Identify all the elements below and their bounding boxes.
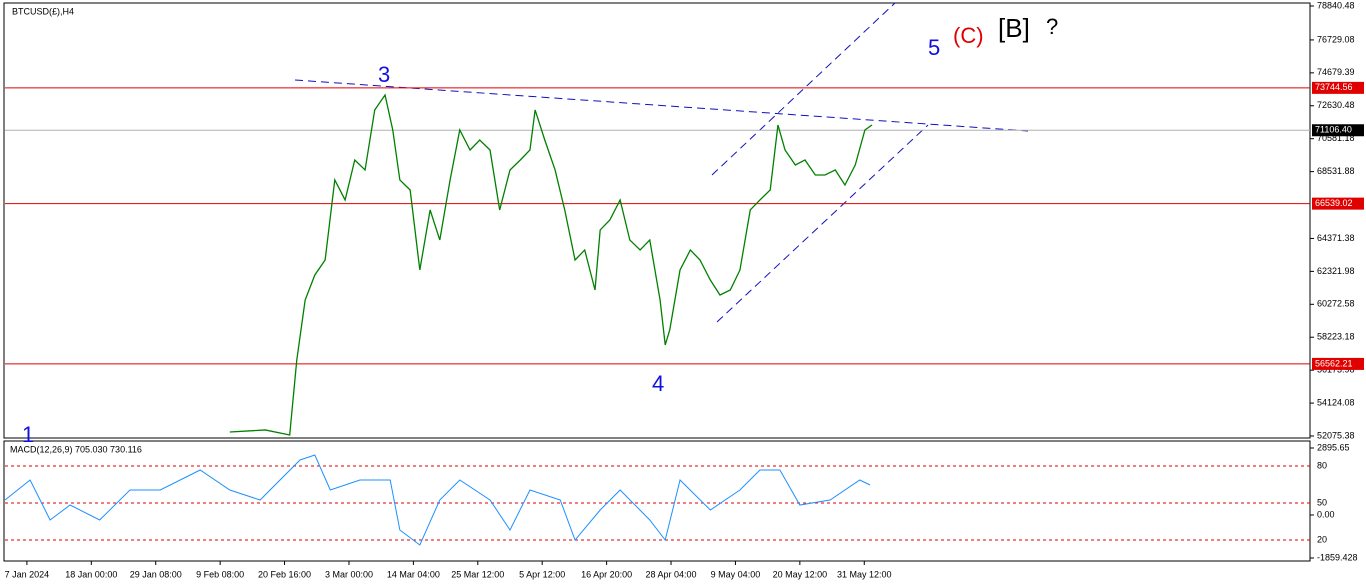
- wave-label: 4: [652, 371, 664, 396]
- wave-label: (C): [953, 23, 984, 48]
- macd-tick-label: 2895.65: [1317, 442, 1350, 452]
- y-tick-label: 52075.38: [1317, 430, 1355, 440]
- macd-tick-label: -1859.428: [1317, 552, 1358, 562]
- macd-title: MACD(12,26,9) 705.030 730.116: [10, 444, 142, 454]
- x-tick-label: 28 Apr 04:00: [646, 569, 697, 579]
- y-tick-label: 68531.88: [1317, 166, 1355, 176]
- x-tick-label: 20 May 12:00: [773, 569, 828, 579]
- x-tick-label: 31 May 12:00: [837, 569, 892, 579]
- x-tick-label: 7 Jan 2024: [5, 569, 50, 579]
- level-label: 66539.02: [1315, 198, 1353, 208]
- level-box: [1312, 357, 1364, 370]
- x-tick-label: 20 Feb 16:00: [258, 569, 311, 579]
- macd-panel: [3, 440, 1311, 562]
- level-label: 73744.56: [1315, 82, 1353, 92]
- macd-level-label: 80: [1317, 460, 1327, 470]
- y-tick-label: 54124.08: [1317, 397, 1355, 407]
- channel-line: [716, 124, 929, 323]
- y-tick-label: 78840.48: [1317, 0, 1355, 10]
- y-tick-label: 74679.39: [1317, 67, 1355, 77]
- x-tick-label: 18 Jan 00:00: [65, 569, 117, 579]
- x-tick-label: 14 Mar 04:00: [387, 569, 440, 579]
- y-tick-label: 72630.48: [1317, 100, 1355, 110]
- level-box: [1312, 81, 1364, 94]
- x-tick-label: 9 Feb 08:00: [196, 569, 244, 579]
- y-tick-label: 70581.18: [1317, 133, 1355, 143]
- level-label: 56562.21: [1315, 358, 1353, 368]
- y-tick-label: 62321.98: [1317, 266, 1355, 276]
- wave-label: [B]: [998, 13, 1030, 43]
- y-tick-label: 64371.38: [1317, 233, 1355, 243]
- wave-label: 5: [928, 35, 940, 60]
- x-tick-label: 9 May 04:00: [711, 569, 761, 579]
- wave-label: ?: [1046, 14, 1058, 39]
- x-tick-label: 5 Apr 12:00: [519, 569, 565, 579]
- main-panel: [3, 2, 1311, 439]
- x-tick-label: 25 Mar 12:00: [451, 569, 504, 579]
- wave-label: 3: [378, 62, 390, 87]
- wave-label: 1: [22, 422, 34, 447]
- macd-tick-label: 0.00: [1317, 509, 1335, 519]
- trend-line: [294, 79, 1029, 132]
- macd-level-label: 50: [1317, 497, 1327, 507]
- y-tick-label: 58223.18: [1317, 332, 1355, 342]
- x-tick-label: 16 Apr 20:00: [581, 569, 632, 579]
- macd-line: [4, 454, 871, 546]
- channel-line: [711, 2, 896, 176]
- y-tick-label: 60272.58: [1317, 299, 1355, 309]
- price-line: [229, 93, 873, 436]
- level-box: [1312, 197, 1364, 210]
- y-tick-label: 76729.08: [1317, 34, 1355, 44]
- symbol-title: BTCUSD(£),H4: [12, 6, 74, 16]
- level-label: 71106.40: [1315, 125, 1352, 135]
- x-tick-label: 29 Jan 08:00: [130, 569, 182, 579]
- level-box: [1312, 124, 1364, 137]
- macd-level-label: 20: [1317, 534, 1327, 544]
- x-tick-label: 3 Mar 00:00: [325, 569, 373, 579]
